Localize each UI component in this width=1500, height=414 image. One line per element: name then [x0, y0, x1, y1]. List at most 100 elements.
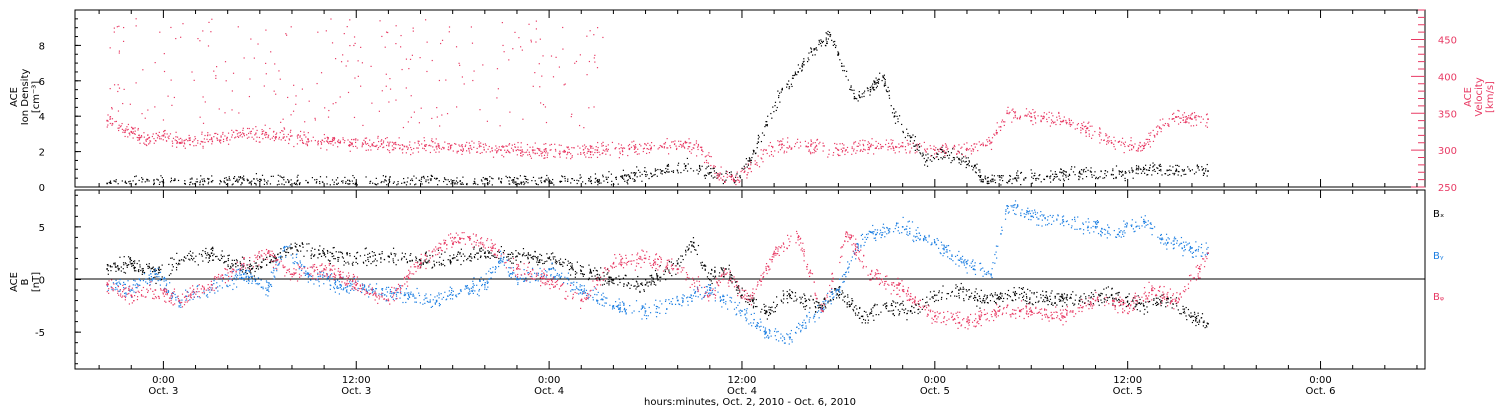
- bx-sample: [1203, 322, 1204, 323]
- velocity-sample: [143, 143, 144, 144]
- bx-point: [211, 252, 213, 254]
- velocity-sample: [650, 148, 651, 149]
- bx-point: [1014, 294, 1016, 296]
- velocity-sample: [629, 149, 630, 150]
- velocity-sample: [469, 142, 470, 143]
- velocity-sample: [153, 133, 154, 134]
- bx-sample: [752, 299, 753, 300]
- bx-sample: [510, 254, 511, 255]
- velocity-sample: [838, 155, 839, 156]
- density-sample: [795, 74, 796, 75]
- density-sample: [1172, 173, 1173, 174]
- velocity-sample: [344, 140, 345, 141]
- bx-sample: [830, 299, 831, 300]
- velocity-sample: [814, 147, 815, 148]
- velocity-sample: [380, 146, 381, 147]
- bx-sample: [802, 297, 803, 298]
- bx-sample: [345, 262, 346, 263]
- density-sample: [526, 179, 527, 180]
- density-sample: [383, 181, 384, 182]
- density-sample: [634, 179, 635, 180]
- velocity-sample: [631, 147, 632, 148]
- velocity-sample: [591, 151, 592, 152]
- bx-sample: [804, 298, 805, 299]
- density-sample: [914, 146, 915, 147]
- bx-sample: [1082, 301, 1083, 302]
- bx-sample: [660, 277, 661, 278]
- bx-sample: [773, 311, 774, 312]
- velocity-sample: [878, 148, 879, 149]
- density-sample: [957, 157, 958, 158]
- bx-sample: [996, 298, 997, 299]
- velocity-sample: [1161, 128, 1162, 129]
- velocity-sample: [1030, 113, 1031, 114]
- density-sample: [633, 172, 634, 173]
- velocity-sample: [562, 151, 563, 152]
- velocity-sample: [1040, 121, 1041, 122]
- velocity-sample: [242, 130, 243, 131]
- velocity-sample: [622, 148, 623, 149]
- velocity-sample: [816, 145, 817, 146]
- velocity-sample: [324, 141, 325, 142]
- velocity-outlier: [509, 112, 510, 113]
- density-sample: [1150, 165, 1151, 166]
- bx-sample: [1129, 303, 1130, 304]
- velocity-sample: [863, 149, 864, 150]
- velocity-sample: [246, 134, 247, 135]
- bx-sample: [148, 268, 149, 269]
- density-sample: [248, 180, 249, 181]
- velocity-sample: [843, 144, 844, 145]
- density-sample: [702, 166, 703, 167]
- velocity-sample: [477, 151, 478, 152]
- velocity-sample: [127, 136, 128, 137]
- bx-sample: [108, 270, 109, 271]
- density-sample: [1035, 180, 1036, 181]
- density-sample: [599, 180, 600, 181]
- velocity-sample: [168, 138, 169, 139]
- bx-sample: [356, 262, 357, 263]
- density-sample: [882, 75, 883, 76]
- density-sample: [1177, 165, 1178, 166]
- bx-sample: [561, 264, 562, 265]
- velocity-outlier: [387, 32, 388, 33]
- velocity-sample: [1037, 115, 1038, 116]
- velocity-sample: [286, 136, 287, 137]
- bx-sample: [123, 264, 124, 265]
- velocity-sample: [1137, 151, 1138, 152]
- bx-sample: [1135, 305, 1136, 306]
- bx-sample: [1176, 305, 1177, 306]
- velocity-point: [902, 146, 904, 148]
- velocity-sample: [471, 149, 472, 150]
- density-sample: [1049, 178, 1050, 179]
- bx-sample: [390, 253, 391, 254]
- velocity-sample: [853, 143, 854, 144]
- velocity-sample: [343, 139, 344, 140]
- velocity-sample: [1011, 110, 1012, 111]
- velocity-sample: [1065, 120, 1066, 121]
- density-sample: [859, 91, 860, 92]
- bx-sample: [849, 301, 850, 302]
- velocity-outlier: [249, 78, 250, 79]
- velocity-sample: [669, 145, 670, 146]
- velocity-sample: [877, 146, 878, 147]
- velocity-sample: [800, 145, 801, 146]
- velocity-sample: [220, 137, 221, 138]
- velocity-outlier: [502, 45, 503, 46]
- bx-sample: [250, 272, 251, 273]
- bx-sample: [401, 259, 402, 260]
- velocity-outlier: [225, 61, 226, 62]
- density-sample: [229, 178, 230, 179]
- velocity-outlier: [354, 36, 355, 37]
- velocity-sample: [1000, 126, 1001, 127]
- density-sample: [444, 177, 445, 178]
- bx-sample: [788, 294, 789, 295]
- velocity-sample: [406, 152, 407, 153]
- velocity-outlier: [174, 97, 175, 98]
- velocity-sample: [194, 139, 195, 140]
- bx-sample: [583, 276, 584, 277]
- bx-sample: [906, 319, 907, 320]
- density-sample: [448, 179, 449, 180]
- density-sample: [889, 90, 890, 91]
- velocity-sample: [697, 147, 698, 148]
- bx-sample: [591, 276, 592, 277]
